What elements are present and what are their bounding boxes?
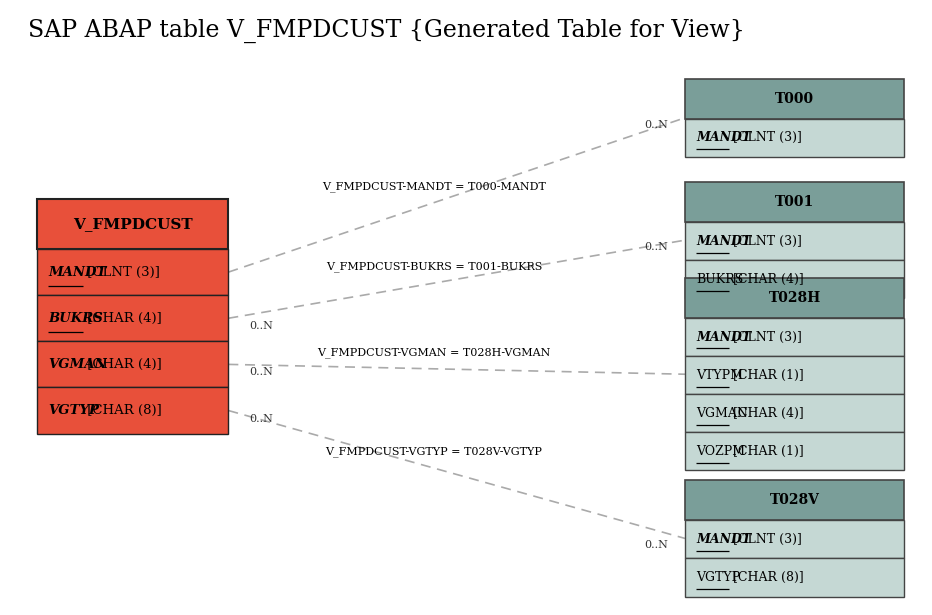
Text: V_FMPDCUST-BUKRS = T001-BUKRS: V_FMPDCUST-BUKRS = T001-BUKRS xyxy=(325,261,542,272)
Text: MANDT: MANDT xyxy=(48,266,107,279)
Text: [CHAR (4)]: [CHAR (4)] xyxy=(729,272,804,286)
Text: VGTYP: VGTYP xyxy=(696,571,740,584)
Text: VTYPM: VTYPM xyxy=(696,368,743,382)
Text: 0..N: 0..N xyxy=(644,119,668,130)
Text: MANDT: MANDT xyxy=(696,533,751,546)
FancyBboxPatch shape xyxy=(685,222,904,260)
Text: VGMAN: VGMAN xyxy=(48,358,107,371)
FancyBboxPatch shape xyxy=(685,278,904,318)
Text: T000: T000 xyxy=(775,92,814,106)
Text: T001: T001 xyxy=(774,195,815,209)
FancyBboxPatch shape xyxy=(685,260,904,298)
Text: [CHAR (8)]: [CHAR (8)] xyxy=(729,571,804,584)
FancyBboxPatch shape xyxy=(37,199,228,249)
Text: VGTYP: VGTYP xyxy=(48,404,100,417)
Text: [CLNT (3)]: [CLNT (3)] xyxy=(729,131,802,145)
Text: [CHAR (4)]: [CHAR (4)] xyxy=(83,312,162,325)
Text: VGMAN: VGMAN xyxy=(696,407,748,420)
Text: V_FMPDCUST: V_FMPDCUST xyxy=(73,217,193,231)
FancyBboxPatch shape xyxy=(685,520,904,558)
Text: 0..N: 0..N xyxy=(249,414,273,424)
Text: 0..N: 0..N xyxy=(644,242,668,252)
FancyBboxPatch shape xyxy=(37,249,228,295)
Text: BUKRS: BUKRS xyxy=(48,312,103,325)
FancyBboxPatch shape xyxy=(37,341,228,387)
Text: [CLNT (3)]: [CLNT (3)] xyxy=(83,266,160,279)
Text: [CLNT (3)]: [CLNT (3)] xyxy=(729,234,802,248)
Text: SAP ABAP table V_FMPDCUST {Generated Table for View}: SAP ABAP table V_FMPDCUST {Generated Tab… xyxy=(28,18,745,42)
Text: 0..N: 0..N xyxy=(249,368,273,378)
FancyBboxPatch shape xyxy=(685,318,904,356)
Text: T028V: T028V xyxy=(770,493,819,507)
FancyBboxPatch shape xyxy=(685,432,904,470)
Text: [CHAR (4)]: [CHAR (4)] xyxy=(729,407,804,420)
Text: [CHAR (8)]: [CHAR (8)] xyxy=(83,404,162,417)
FancyBboxPatch shape xyxy=(685,394,904,432)
FancyBboxPatch shape xyxy=(37,387,228,434)
Text: 0..N: 0..N xyxy=(249,322,273,331)
Text: [CLNT (3)]: [CLNT (3)] xyxy=(729,533,802,546)
Text: BUKRS: BUKRS xyxy=(696,272,744,286)
Text: T028H: T028H xyxy=(768,291,821,305)
FancyBboxPatch shape xyxy=(685,182,904,222)
Text: VOZPM: VOZPM xyxy=(696,445,746,458)
FancyBboxPatch shape xyxy=(685,558,904,597)
Text: MANDT: MANDT xyxy=(696,330,751,344)
Text: V_FMPDCUST-VGMAN = T028H-VGMAN: V_FMPDCUST-VGMAN = T028H-VGMAN xyxy=(317,347,551,358)
FancyBboxPatch shape xyxy=(685,356,904,394)
Text: MANDT: MANDT xyxy=(696,234,751,248)
Text: V_FMPDCUST-VGTYP = T028V-VGTYP: V_FMPDCUST-VGTYP = T028V-VGTYP xyxy=(325,446,542,457)
Text: [CLNT (3)]: [CLNT (3)] xyxy=(729,330,802,344)
Text: MANDT: MANDT xyxy=(696,131,751,145)
FancyBboxPatch shape xyxy=(685,119,904,157)
FancyBboxPatch shape xyxy=(685,79,904,119)
Text: V_FMPDCUST-MANDT = T000-MANDT: V_FMPDCUST-MANDT = T000-MANDT xyxy=(322,181,546,192)
Text: [CHAR (4)]: [CHAR (4)] xyxy=(83,358,162,371)
Text: 0..N: 0..N xyxy=(644,541,668,550)
Text: [CHAR (1)]: [CHAR (1)] xyxy=(729,368,804,382)
Text: [CHAR (1)]: [CHAR (1)] xyxy=(729,445,804,458)
FancyBboxPatch shape xyxy=(685,480,904,520)
FancyBboxPatch shape xyxy=(37,295,228,341)
